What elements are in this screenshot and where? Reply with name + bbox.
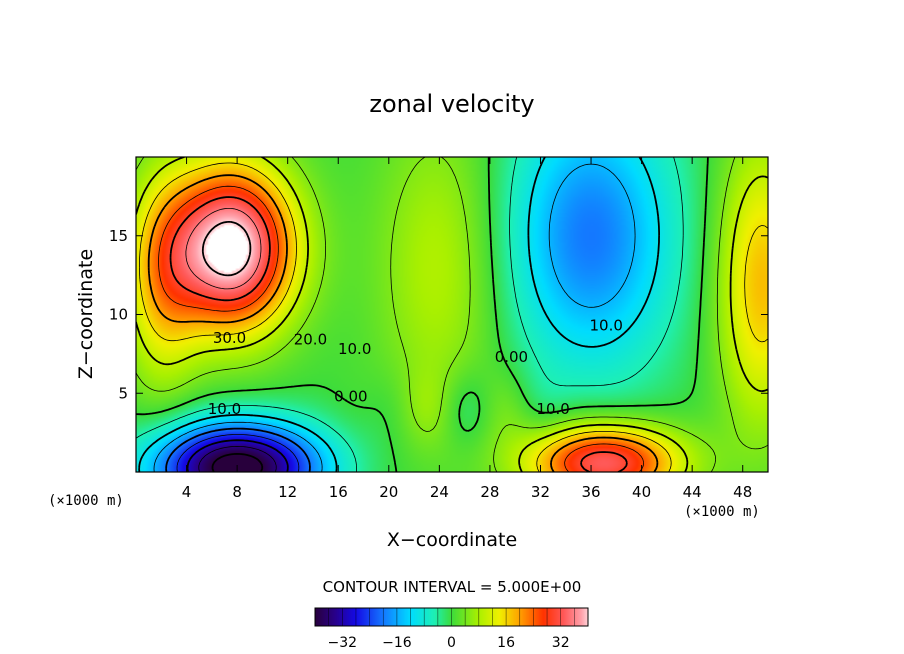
contour-line [139, 162, 768, 472]
contour-line [185, 208, 262, 290]
contour-line [136, 157, 709, 472]
contour-label: 10.0 [536, 400, 569, 418]
contour-line [169, 196, 628, 472]
x-tick-label: 40 [632, 483, 651, 501]
contour-line [198, 446, 277, 472]
x-tick-label: 8 [232, 483, 242, 501]
x-tick-label: 16 [329, 483, 348, 501]
y-tick-label: 5 [118, 384, 128, 402]
contour-label: 10.0 [590, 317, 623, 335]
x-tick-label: 48 [733, 483, 752, 501]
contour-line [153, 163, 636, 472]
contour-label: 0.00 [334, 387, 367, 405]
colorbar-tick-label: 32 [552, 635, 570, 651]
contour-label: 0.00 [495, 348, 528, 366]
x-axis-ticks: 4 8 12 16 20 24 28 32 36 40 44 48 [182, 157, 752, 501]
contour-label: 10.0 [208, 400, 241, 418]
contour-label: 30.0 [213, 329, 246, 347]
contour-line [136, 157, 768, 472]
x-tick-label: 4 [182, 483, 192, 501]
contour-line [136, 157, 684, 472]
x-unit-right: (×1000 m) [684, 504, 760, 520]
contour-line [147, 174, 659, 472]
contour-label: 20.0 [294, 331, 327, 349]
colorbar-tick-label: −32 [328, 635, 358, 651]
x-tick-label: 36 [581, 483, 600, 501]
x-axis-label: X−coordinate [387, 529, 517, 551]
y-axis-label: Z−coordinate [75, 249, 97, 379]
contour-line [165, 427, 311, 472]
colorbar-tick-label: 0 [447, 635, 456, 651]
colorbar-ticks: −32 −16 0 16 32 [314, 608, 589, 651]
x-unit-left: (×1000 m) [48, 493, 124, 509]
colorbar-tick-label: −16 [382, 635, 412, 651]
contour-interval-text: CONTOUR INTERVAL = 5.000E+00 [323, 578, 582, 596]
chart-title: zonal velocity [369, 90, 534, 118]
x-tick-label: 28 [480, 483, 499, 501]
x-tick-label: 32 [531, 483, 550, 501]
contour-line [186, 439, 289, 472]
x-tick-label: 20 [379, 483, 398, 501]
contour-line [176, 434, 300, 472]
colorbar-tick-label: 16 [497, 635, 515, 651]
x-tick-label: 12 [278, 483, 297, 501]
plot-area: 30.0 20.0 10.0 0.00 10.0 0.00 10.0 10.0 [136, 157, 768, 472]
y-axis-ticks: 5 10 15 [109, 227, 768, 402]
y-tick-label: 15 [109, 227, 128, 245]
contour-labels: 30.0 20.0 10.0 0.00 10.0 0.00 10.0 10.0 [208, 317, 623, 418]
contour-line [158, 185, 644, 472]
contour-line [138, 157, 660, 472]
contour-line [201, 221, 252, 277]
velocity-field-image [136, 157, 768, 472]
contour-line [136, 157, 768, 472]
contour-label: 10.0 [338, 340, 371, 358]
contour-line [211, 453, 264, 472]
x-tick-label: 44 [683, 483, 702, 501]
y-tick-label: 10 [109, 306, 128, 324]
x-tick-label: 24 [430, 483, 449, 501]
contour-lines [136, 157, 768, 472]
